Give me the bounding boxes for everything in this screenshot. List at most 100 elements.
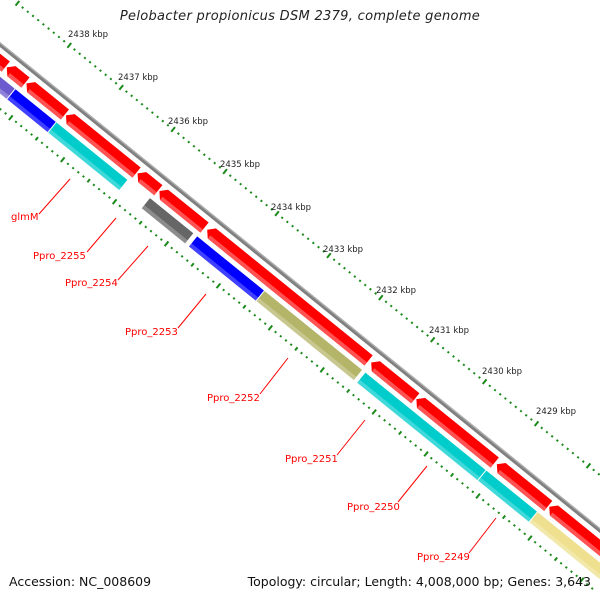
ruler-tick-inner xyxy=(352,393,355,397)
ruler-tick-outer xyxy=(488,384,492,388)
ruler-tick-inner xyxy=(237,301,241,305)
ruler-tick-outer xyxy=(462,363,466,367)
ruler-tick-inner xyxy=(71,166,75,170)
ruler-tick-outer xyxy=(99,69,102,73)
ruler-tick-outer xyxy=(176,132,180,136)
forward-gene-shade xyxy=(66,121,135,178)
ruler-tick-inner xyxy=(14,120,18,124)
ruler-tick-outer xyxy=(545,430,549,434)
ruler-tick-outer xyxy=(73,48,76,51)
ruler-tick-inner xyxy=(466,486,470,489)
ruler-tick-inner xyxy=(227,292,231,296)
ruler-tick-outer xyxy=(585,462,592,469)
ruler-tick-inner xyxy=(388,423,392,426)
ruler-tick-outer xyxy=(270,207,274,211)
ruler-tick-outer xyxy=(343,266,346,270)
ruler-label: 2434 kbp xyxy=(271,203,311,213)
ruler-tick-inner xyxy=(76,170,80,174)
gene-label-ppro-2254[interactable]: Ppro_2254 xyxy=(65,278,118,289)
ruler-tick-outer xyxy=(478,376,481,379)
gene-label-ppro-2250[interactable]: Ppro_2250 xyxy=(347,502,400,513)
ruler-tick-inner xyxy=(486,503,490,506)
ruler-tick-inner xyxy=(190,262,195,267)
ruler-tick-outer xyxy=(446,350,450,354)
gene-label-ppro-2255[interactable]: Ppro_2255 xyxy=(33,251,86,262)
gene-label-ppro-2249[interactable]: Ppro_2249 xyxy=(417,552,470,563)
ruler-tick-outer xyxy=(166,123,170,127)
ruler-tick-outer xyxy=(369,287,372,291)
ruler-tick-outer xyxy=(332,258,336,262)
ruler-tick-outer xyxy=(533,420,540,427)
ruler-tick-outer xyxy=(285,220,289,224)
ruler-tick-inner xyxy=(538,545,542,548)
ruler-tick-outer xyxy=(452,355,455,358)
ruler-tick-inner xyxy=(362,402,366,405)
ruler-tick-outer xyxy=(150,111,154,115)
ruler-tick-outer xyxy=(306,237,310,241)
ruler-tick-inner xyxy=(564,566,568,569)
ruler-label: 2438 kbp xyxy=(68,30,108,40)
gene-label-ppro-2251[interactable]: Ppro_2251 xyxy=(285,454,338,465)
ruler-tick-inner xyxy=(163,240,170,247)
ruler-tick-outer xyxy=(192,144,196,148)
gene-label-ppro-2252[interactable]: Ppro_2252 xyxy=(207,393,260,404)
ruler-tick-outer xyxy=(420,329,424,333)
ruler-tick-outer xyxy=(426,334,429,337)
ruler-tick-inner xyxy=(414,444,418,447)
ruler-tick-outer xyxy=(405,317,409,321)
ruler-tick-inner xyxy=(263,322,267,326)
ruler-tick-outer xyxy=(239,182,243,186)
ruler-tick-inner xyxy=(590,587,594,590)
label-leader-line xyxy=(468,517,497,554)
reverse-gene-shade xyxy=(478,477,532,522)
ruler-tick-inner xyxy=(175,250,179,254)
ruler-tick-outer xyxy=(571,451,575,455)
ruler-tick-inner xyxy=(111,198,118,205)
ruler-tick-outer xyxy=(524,413,528,417)
gene-label-ppro-2253[interactable]: Ppro_2253 xyxy=(125,327,178,338)
reverse-gene xyxy=(529,512,600,579)
reverse-gene xyxy=(141,198,194,244)
ruler-tick-outer xyxy=(104,73,108,77)
forward-gene xyxy=(137,172,163,196)
ruler-tick-inner xyxy=(403,435,407,439)
reverse-gene-shade xyxy=(189,243,259,301)
ruler-tick-outer xyxy=(88,60,92,64)
ruler-tick-inner xyxy=(242,304,247,310)
ruler-tick-outer xyxy=(14,0,21,7)
ruler-tick-inner xyxy=(267,324,274,331)
reverse-gene-shade xyxy=(48,129,122,190)
ruler-tick-outer xyxy=(109,77,113,81)
ruler-tick-outer xyxy=(561,443,564,447)
ruler-tick-inner xyxy=(559,561,563,565)
backbone-line xyxy=(0,29,600,552)
ruler-tick-inner xyxy=(97,187,101,191)
ruler-tick-outer xyxy=(78,52,82,56)
ruler-label: 2431 kbp xyxy=(429,326,469,336)
ruler-tick-inner xyxy=(34,136,39,141)
ruler-tick-outer xyxy=(57,35,61,39)
reverse-gene xyxy=(478,470,537,522)
gene-label-glmM[interactable]: glmM xyxy=(11,212,39,223)
ruler-tick-inner xyxy=(66,162,70,166)
ruler-tick-outer xyxy=(337,262,341,266)
ruler-tick-inner xyxy=(310,360,314,363)
ruler-tick-inner xyxy=(274,330,277,334)
ruler-tick-inner xyxy=(258,318,262,321)
ruler-tick-inner xyxy=(123,208,127,212)
ruler-tick-inner xyxy=(331,376,335,380)
ruler-tick-outer xyxy=(187,140,191,144)
ruler-tick-inner xyxy=(144,225,148,229)
reverse-gene xyxy=(48,122,128,190)
ruler-tick-outer xyxy=(311,241,315,245)
forward-gene-shade xyxy=(7,73,24,88)
ruler-tick-outer xyxy=(202,153,206,157)
ruler-tick-outer xyxy=(83,56,87,60)
ruler-label: 2433 kbp xyxy=(323,245,363,255)
ruler-tick-outer xyxy=(265,203,268,207)
ruler-tick-inner xyxy=(211,280,215,284)
ruler-tick-inner xyxy=(533,540,537,544)
ruler-tick-outer xyxy=(197,149,201,152)
ruler-tick-inner xyxy=(315,364,319,368)
